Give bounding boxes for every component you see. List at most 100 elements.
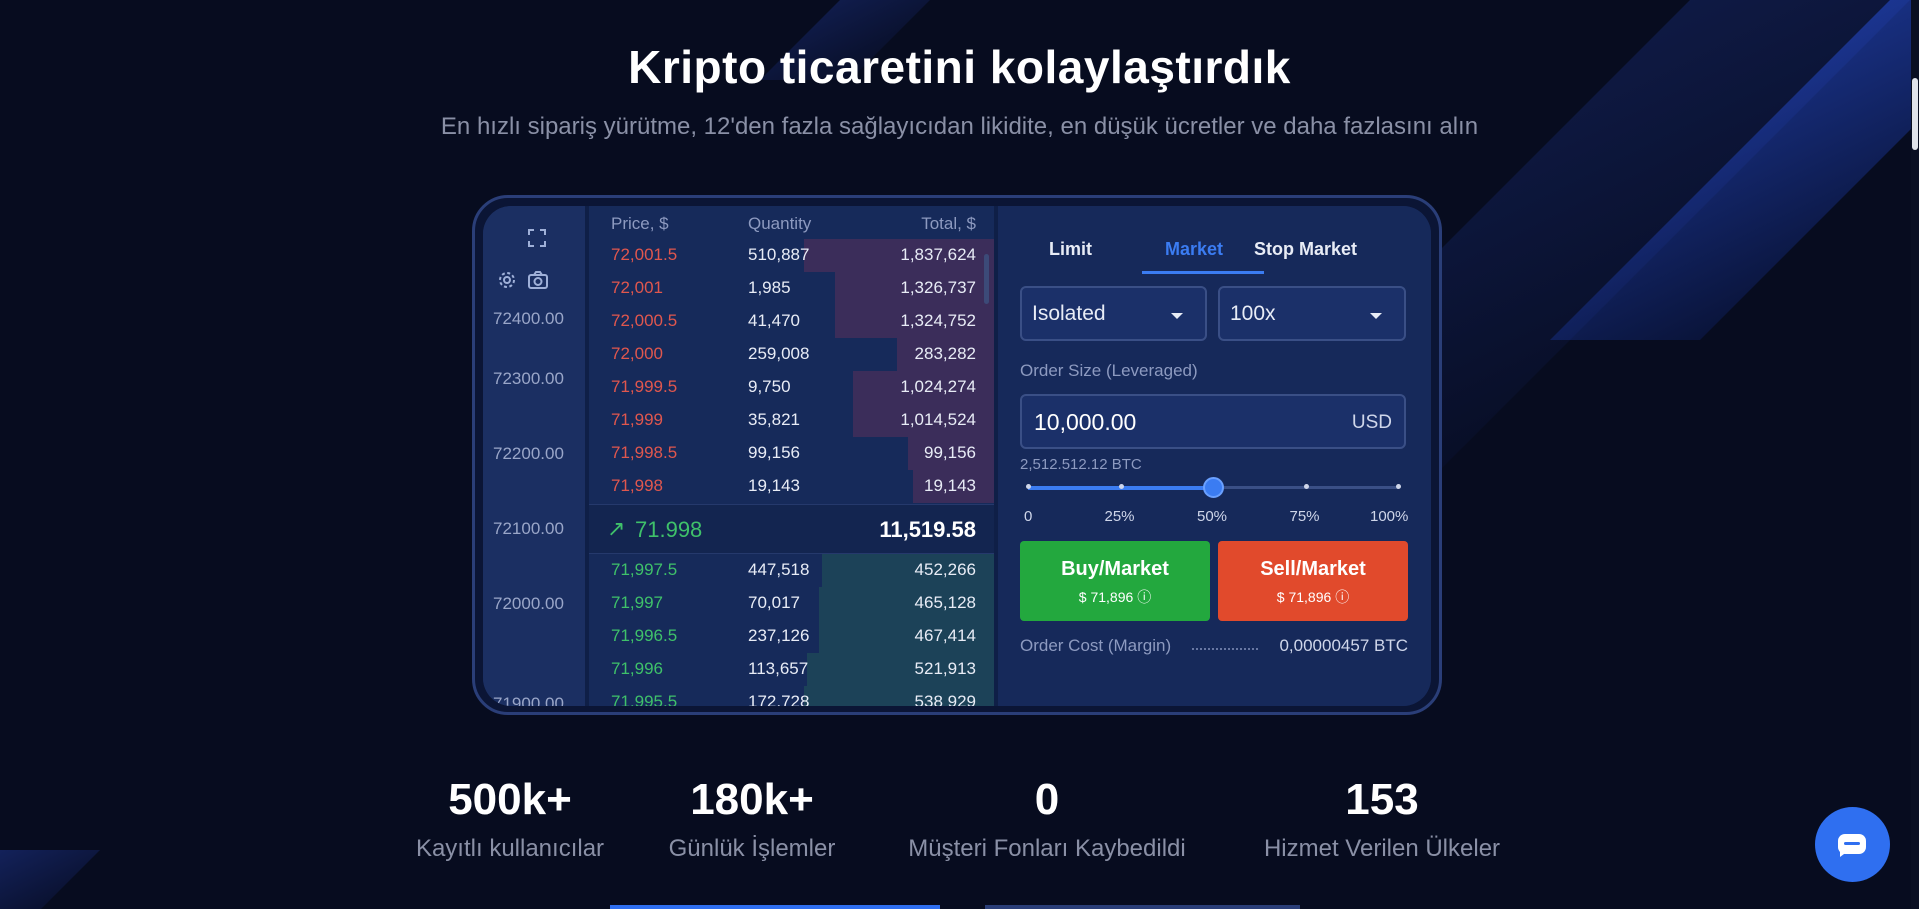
price-chart-axis: 72400.00 72300.00 72200.00 72100.00 7200…: [483, 206, 585, 706]
leverage-select[interactable]: 100x: [1218, 286, 1406, 341]
mid-total: 11,519.58: [879, 517, 976, 542]
slider-step-dot[interactable]: [1303, 484, 1309, 489]
depth-bar: [897, 338, 994, 371]
hero-title: Kripto ticaretini kolaylaştırdık: [628, 41, 1291, 93]
slider-step-dot[interactable]: [1026, 484, 1031, 489]
btc-equivalent: 2,512.512.12 BTC: [1020, 456, 1142, 473]
cell-total: 467,414: [914, 626, 976, 645]
cell-price: 72,000: [611, 344, 663, 363]
cell-total: 283,282: [914, 344, 976, 363]
order-book-scrollbar[interactable]: [984, 254, 989, 304]
depth-bar: [835, 305, 994, 338]
cell-quantity: 41,470: [748, 311, 800, 330]
ask-row[interactable]: 71,998.5 99,156 99,156: [589, 437, 994, 470]
cell-price: 71,998: [611, 476, 663, 495]
depth-bar: [853, 371, 994, 404]
hero-subtitle: En hızlı sipariş yürütme, 12'den fazla s…: [440, 113, 1479, 140]
y-axis-label: 72100.00: [493, 519, 564, 538]
order-panel: Limit Market Stop Market Isolated 100x O…: [998, 206, 1431, 706]
ask-row[interactable]: 72,000 259,008 283,282: [589, 338, 994, 371]
cell-quantity: 9,750: [748, 377, 791, 396]
divider: [994, 206, 998, 706]
slider-step-dot[interactable]: [1396, 484, 1401, 489]
stat-caption: Müşteri Fonları Kaybedildi: [908, 835, 1186, 862]
y-axis-label: 72400.00: [493, 309, 564, 328]
cell-total: 1,837,624: [900, 245, 976, 264]
ask-row[interactable]: 71,998 19,143 19,143: [589, 470, 994, 503]
stat-registered-users: 500k+ Kayıtlı kullanıcılar: [405, 775, 615, 863]
y-axis-label: 72300.00: [493, 369, 564, 388]
cell-total: 19,143: [924, 476, 976, 495]
leverage-value: 100x: [1230, 302, 1276, 325]
order-size-label: Order Size (Leveraged): [1020, 361, 1198, 380]
slider-tick-label: 25%: [1104, 508, 1135, 525]
order-cost-label: Order Cost (Margin): [1020, 636, 1172, 655]
ask-row[interactable]: 72,001.5 510,887 1,837,624: [589, 239, 994, 272]
order-book-header-total: Total, $: [921, 214, 976, 233]
chat-widget-button[interactable]: [1815, 807, 1890, 882]
bid-row[interactable]: 71,997.5 447,518 452,266: [589, 554, 994, 587]
ask-row[interactable]: 71,999.5 9,750 1,024,274: [589, 371, 994, 404]
cell-total: 99,156: [924, 443, 976, 462]
gear-icon[interactable]: [497, 270, 517, 296]
info-icon[interactable]: ⓘ: [1137, 589, 1152, 605]
mid-price-row: ↗ 71.998 11,519.58: [589, 504, 994, 554]
size-slider-handle[interactable]: [1203, 477, 1224, 498]
margin-mode-select[interactable]: Isolated: [1020, 286, 1207, 341]
slider-tick-label: 100%: [1370, 508, 1409, 525]
ask-row[interactable]: 72,000.5 41,470 1,324,752: [589, 305, 994, 338]
chevron-down-icon: [1370, 313, 1382, 319]
sell-market-button[interactable]: Sell/Market $ 71,896 ⓘ: [1218, 541, 1408, 621]
cell-quantity: 447,518: [748, 560, 810, 579]
buy-label: Buy/Market: [1061, 558, 1169, 580]
tab-stop-market[interactable]: Stop Market: [1254, 239, 1358, 259]
slider-step-dot[interactable]: [1118, 484, 1124, 489]
depth-bar: [853, 404, 994, 437]
order-book-header-price: Price, $: [611, 214, 669, 233]
scrollbar-thumb[interactable]: [1912, 78, 1918, 150]
tab-limit[interactable]: Limit: [1049, 239, 1092, 259]
cell-quantity: 99,156: [748, 443, 800, 462]
chat-bubble-icon: [1838, 834, 1866, 854]
ask-row[interactable]: 72,001 1,985 1,326,737: [589, 272, 994, 305]
cell-price: 71,997.5: [611, 560, 678, 579]
order-book-header-quantity: Quantity: [748, 214, 812, 233]
cell-price: 72,000.5: [611, 311, 678, 330]
order-size-input[interactable]: 10,000.00 USD: [1020, 394, 1406, 449]
buy-market-button[interactable]: Buy/Market $ 71,896 ⓘ: [1020, 541, 1210, 621]
cell-price: 71,995.5: [611, 692, 678, 706]
cell-quantity: 70,017: [748, 593, 800, 612]
bid-row[interactable]: 71,996 113,657 521,913: [589, 653, 994, 686]
depth-bar: [807, 653, 994, 686]
expand-icon[interactable]: [527, 228, 547, 254]
cell-price: 71,999: [611, 410, 663, 429]
stat-number: 180k+: [690, 775, 814, 824]
cell-price: 71,996.5: [611, 626, 678, 645]
camera-icon[interactable]: [527, 270, 549, 296]
buy-price: $ 71,896: [1078, 589, 1134, 605]
cell-quantity: 113,657: [748, 659, 809, 678]
cell-total: 1,024,274: [900, 377, 976, 396]
stat-number: 0: [1034, 775, 1060, 824]
sell-price: $ 71,896: [1276, 589, 1332, 605]
tab-market[interactable]: Market: [1165, 239, 1224, 259]
info-icon[interactable]: ⓘ: [1335, 589, 1350, 605]
order-size-value: 10,000.00: [1034, 409, 1137, 435]
background-stripe: [0, 850, 100, 909]
chevron-down-icon: [1171, 313, 1183, 319]
bid-row[interactable]: 71,995.5 172,728 538 929: [589, 686, 994, 706]
slider-tick-label: 75%: [1289, 508, 1320, 525]
bid-row[interactable]: 71,996.5 237,126 467,414: [589, 620, 994, 653]
slider-tick-label: 0: [1024, 508, 1033, 525]
margin-mode-value: Isolated: [1032, 302, 1106, 325]
depth-bar: [908, 437, 994, 470]
cell-quantity: 1,985: [748, 278, 791, 297]
page-scrollbar[interactable]: [1911, 0, 1919, 909]
section-tab-indicator: [985, 905, 1300, 909]
depth-bar: [819, 587, 994, 620]
terminal-screen: 72400.00 72300.00 72200.00 72100.00 7200…: [483, 206, 1431, 706]
ask-row[interactable]: 71,999 35,821 1,014,524: [589, 404, 994, 437]
cell-quantity: 259,008: [748, 344, 810, 363]
stat-countries: 153 Hizmet Verilen Ülkeler: [1247, 775, 1517, 863]
bid-row[interactable]: 71,997 70,017 465,128: [589, 587, 994, 620]
